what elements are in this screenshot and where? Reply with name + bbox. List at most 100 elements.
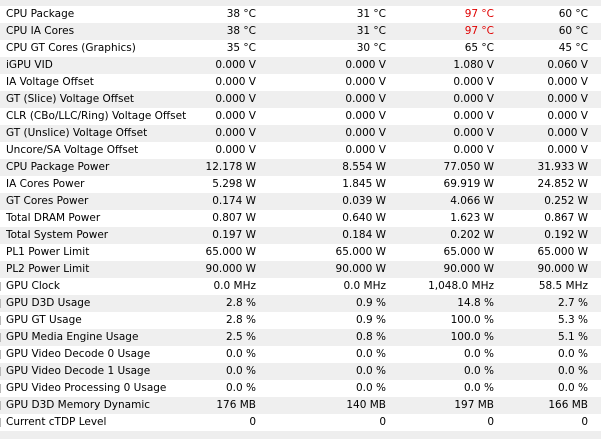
sensor-row[interactable]: GT (Slice) Voltage Offset 0.000 V 0.000 V 0… — [0, 91, 601, 108]
sensor-row[interactable]: CPU GT Cores (Graphics) 35 °C 30 °C 65 °C 45… — [0, 40, 601, 57]
minimum-value: 65.000 W — [335, 246, 386, 258]
sensor-row[interactable]: Current cTDP Level 0 0 0 0 — [0, 414, 601, 431]
sensor-row[interactable]: GT (Unslice) Voltage Offset 0.000 V 0.000 … — [0, 125, 601, 142]
minimum-value: 0.184 W — [342, 229, 386, 241]
average-value: 166 MB — [548, 399, 588, 411]
current-value: 12.178 W — [205, 161, 256, 173]
minimum-value: 0.9 % — [355, 314, 386, 326]
sensor-row[interactable]: GPU Video Decode 0 Usage 0.0 % 0.0 % 0.0 % 0… — [0, 346, 601, 363]
minimum-value: 30 °C — [356, 42, 386, 54]
minimum-value: 0.8 % — [355, 331, 386, 343]
maximum-value: 97 °C — [464, 8, 494, 20]
sensor-row[interactable]: IA Cores Power 5.298 W 1.845 W 69.919 W 24.8… — [0, 176, 601, 193]
current-value: 35 °C — [226, 42, 256, 54]
sensor-row[interactable]: GPU D3D Memory Dynamic 176 MB 140 MB 197 MB… — [0, 397, 601, 414]
maximum-value: 1.080 V — [453, 59, 494, 71]
current-value: 5.298 W — [212, 178, 256, 190]
sensor-label: GPU Video Decode 1 Usage — [6, 365, 151, 377]
sensor-row[interactable]: IA Voltage Offset 0.000 V 0.000 V 0.000 V 0.… — [0, 74, 601, 91]
minimum-value: 8.554 W — [342, 161, 386, 173]
current-value: 0.0 % — [225, 382, 256, 394]
footer-row-cut[interactable] — [0, 431, 601, 439]
maximum-value: 1.623 W — [450, 212, 494, 224]
sensor-row[interactable]: Uncore/SA Voltage Offset 0.000 V 0.000 V 0.… — [0, 142, 601, 159]
maximum-value: 0.0 % — [463, 382, 494, 394]
average-value: 24.852 W — [537, 178, 588, 190]
sensor-label: GPU Video Decode 0 Usage — [6, 348, 151, 360]
sensor-row[interactable]: GPU Video Decode 1 Usage 0.0 % 0.0 % 0.0 % 0… — [0, 363, 601, 380]
maximum-value: 100.0 % — [450, 331, 494, 343]
maximum-value: 77.050 W — [443, 161, 494, 173]
maximum-value: 0.0 % — [463, 365, 494, 377]
average-value: 0.000 V — [547, 76, 588, 88]
average-value: 0.000 V — [547, 93, 588, 105]
sensor-label: Total DRAM Power — [6, 212, 101, 224]
sensor-label: Current cTDP Level — [6, 416, 107, 428]
average-value: 58.5 MHz — [538, 280, 588, 292]
header-row-cut[interactable] — [0, 0, 601, 6]
tree-branch-icon — [0, 401, 4, 410]
sensor-label: GPU Video Processing 0 Usage — [6, 382, 167, 394]
minimum-value: 0.000 V — [345, 127, 386, 139]
minimum-value: 0.000 V — [345, 76, 386, 88]
sensor-row[interactable]: GPU Video Processing 0 Usage 0.0 % 0.0 % 0.… — [0, 380, 601, 397]
sensor-row[interactable]: GPU Clock 0.0 MHz 0.0 MHz 1,048.0 MHz 58.5 M… — [0, 278, 601, 295]
current-value: 0.174 W — [212, 195, 256, 207]
average-value: 90.000 W — [537, 263, 588, 275]
minimum-value: 0.0 % — [355, 348, 386, 360]
maximum-value: 90.000 W — [443, 263, 494, 275]
minimum-value: 140 MB — [346, 399, 386, 411]
sensor-label: GT (Unslice) Voltage Offset — [6, 127, 148, 139]
average-value: 2.7 % — [557, 297, 588, 309]
current-value: 2.8 % — [225, 297, 256, 309]
current-value: 2.5 % — [225, 331, 256, 343]
current-value: 0.0 % — [225, 365, 256, 377]
average-value: 0.867 W — [544, 212, 588, 224]
current-value: 0.000 V — [215, 110, 256, 122]
tree-branch-icon — [0, 333, 4, 342]
minimum-value: 0 — [379, 416, 386, 428]
sensor-row[interactable]: PL1 Power Limit 65.000 W 65.000 W 65.000 W 6… — [0, 244, 601, 261]
maximum-value: 0.000 V — [453, 110, 494, 122]
minimum-value: 0.000 V — [345, 93, 386, 105]
sensor-label: CPU GT Cores (Graphics) — [6, 42, 136, 54]
sensor-row[interactable]: CPU Package Power 12.178 W 8.554 W 77.050 W… — [0, 159, 601, 176]
average-value: 0.0 % — [557, 365, 588, 377]
sensor-label: GT Cores Power — [6, 195, 89, 207]
maximum-value: 65 °C — [464, 42, 494, 54]
average-value: 60 °C — [558, 8, 588, 20]
maximum-value: 100.0 % — [450, 314, 494, 326]
minimum-value: 90.000 W — [335, 263, 386, 275]
sensor-row[interactable]: Total System Power 0.197 W 0.184 W 0.202 W 0… — [0, 227, 601, 244]
sensor-row[interactable]: iGPU VID 0.000 V 0.000 V 1.080 V 0.060 V — [0, 57, 601, 74]
sensor-row[interactable]: Total DRAM Power 0.807 W 0.640 W 1.623 W 0.8… — [0, 210, 601, 227]
sensor-row[interactable]: CPU IA Cores 38 °C 31 °C 97 °C 60 °C — [0, 23, 601, 40]
sensor-row[interactable]: GPU Media Engine Usage 2.5 % 0.8 % 100.0 % 5… — [0, 329, 601, 346]
maximum-value: 69.919 W — [443, 178, 494, 190]
tree-branch-icon — [0, 418, 4, 427]
sensor-row[interactable]: GPU GT Usage 2.8 % 0.9 % 100.0 % 5.3 % — [0, 312, 601, 329]
current-value: 0.000 V — [215, 127, 256, 139]
sensor-label: CPU Package Power — [6, 161, 110, 173]
current-value: 176 MB — [216, 399, 256, 411]
average-value: 0.252 W — [544, 195, 588, 207]
current-value: 0.000 V — [215, 76, 256, 88]
sensor-row[interactable]: CPU Package 38 °C 31 °C 97 °C 60 °C — [0, 6, 601, 23]
current-value: 0 — [249, 416, 256, 428]
sensor-label: Total System Power — [6, 229, 109, 241]
maximum-value: 0.202 W — [450, 229, 494, 241]
sensor-label: CLR (CBo/LLC/Ring) Voltage Offset — [6, 110, 187, 122]
sensor-row[interactable]: CLR (CBo/LLC/Ring) Voltage Offset 0.000 V… — [0, 108, 601, 125]
minimum-value: 0.0 MHz — [343, 280, 386, 292]
sensor-label: GPU D3D Usage — [6, 297, 91, 309]
sensor-row[interactable]: PL2 Power Limit 90.000 W 90.000 W 90.000 W 9… — [0, 261, 601, 278]
average-value: 0.060 V — [547, 59, 588, 71]
current-value: 0.000 V — [215, 59, 256, 71]
current-value: 90.000 W — [205, 263, 256, 275]
minimum-value: 0.9 % — [355, 297, 386, 309]
sensor-label: IA Voltage Offset — [6, 76, 94, 88]
maximum-value: 1,048.0 MHz — [428, 280, 494, 292]
maximum-value: 97 °C — [464, 25, 494, 37]
sensor-row[interactable]: GPU D3D Usage 2.8 % 0.9 % 14.8 % 2.7 % — [0, 295, 601, 312]
sensor-row[interactable]: GT Cores Power 0.174 W 0.039 W 4.066 W 0.252… — [0, 193, 601, 210]
